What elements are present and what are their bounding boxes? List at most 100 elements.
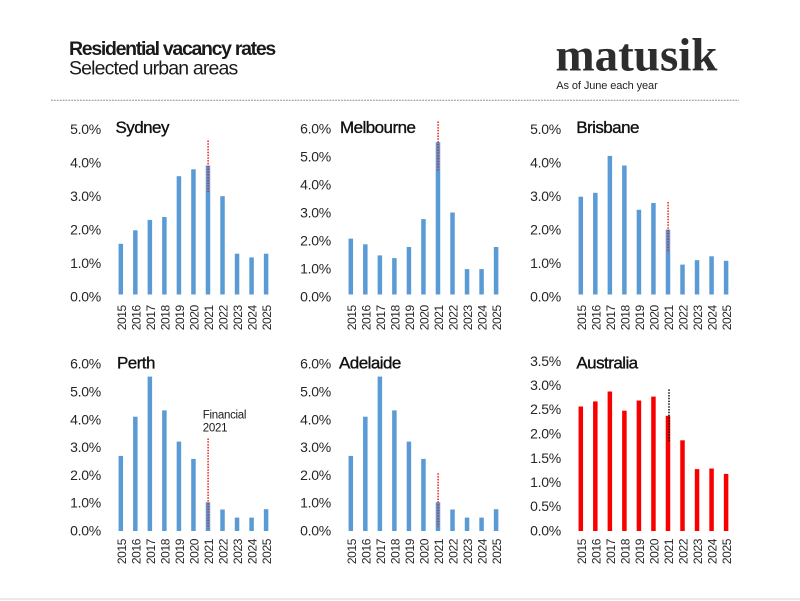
- svg-text:4.0%: 4.0%: [70, 155, 101, 171]
- svg-text:2.0%: 2.0%: [300, 233, 331, 249]
- svg-text:Perth: Perth: [117, 354, 155, 373]
- svg-text:2025: 2025: [260, 538, 274, 564]
- svg-text:2023: 2023: [231, 304, 245, 330]
- svg-text:6.0%: 6.0%: [70, 356, 101, 372]
- svg-text:matusik: matusik: [556, 30, 719, 82]
- svg-text:Melbourne: Melbourne: [340, 118, 415, 137]
- svg-text:0.0%: 0.0%: [300, 289, 331, 305]
- svg-text:2021: 2021: [432, 304, 446, 330]
- svg-text:2016: 2016: [129, 304, 143, 330]
- svg-text:2018: 2018: [388, 304, 402, 330]
- svg-text:1.0%: 1.0%: [530, 255, 561, 271]
- svg-text:As of June each year: As of June each year: [556, 80, 658, 92]
- svg-text:2023: 2023: [691, 538, 705, 564]
- svg-text:2018: 2018: [158, 304, 172, 330]
- svg-text:2019: 2019: [173, 304, 187, 330]
- svg-text:2.0%: 2.0%: [70, 467, 101, 483]
- svg-text:2025: 2025: [720, 304, 734, 330]
- svg-text:2020: 2020: [417, 304, 431, 330]
- svg-text:2.0%: 2.0%: [530, 426, 561, 442]
- svg-text:3.0%: 3.0%: [300, 205, 331, 221]
- svg-text:3.5%: 3.5%: [530, 353, 561, 369]
- svg-text:Brisbane: Brisbane: [576, 118, 639, 137]
- svg-text:2019: 2019: [403, 538, 417, 564]
- svg-text:3.0%: 3.0%: [70, 439, 101, 455]
- svg-text:2.5%: 2.5%: [530, 401, 561, 417]
- svg-text:2015: 2015: [575, 304, 589, 330]
- svg-text:5.0%: 5.0%: [70, 121, 101, 137]
- svg-text:3.0%: 3.0%: [530, 377, 561, 393]
- svg-text:2024: 2024: [706, 538, 720, 564]
- svg-text:2025: 2025: [490, 304, 504, 330]
- svg-text:0.0%: 0.0%: [70, 289, 101, 305]
- svg-text:2015: 2015: [575, 538, 589, 564]
- svg-text:2023: 2023: [461, 538, 475, 564]
- svg-text:5.0%: 5.0%: [70, 384, 101, 400]
- svg-text:2018: 2018: [388, 538, 402, 564]
- svg-text:2018: 2018: [158, 538, 172, 564]
- svg-text:0.0%: 0.0%: [300, 523, 331, 539]
- svg-text:2020: 2020: [187, 304, 201, 330]
- svg-text:2021: 2021: [203, 422, 227, 434]
- svg-text:2021: 2021: [202, 538, 216, 564]
- svg-text:2016: 2016: [589, 538, 603, 564]
- svg-text:2022: 2022: [447, 538, 461, 564]
- svg-text:2022: 2022: [217, 304, 231, 330]
- svg-text:2020: 2020: [187, 538, 201, 564]
- svg-text:4.0%: 4.0%: [300, 177, 331, 193]
- svg-text:2019: 2019: [633, 304, 647, 330]
- svg-text:2.0%: 2.0%: [530, 222, 561, 238]
- svg-text:2021: 2021: [202, 304, 216, 330]
- svg-text:Sydney: Sydney: [116, 118, 170, 137]
- svg-text:1.5%: 1.5%: [530, 450, 561, 466]
- svg-text:2017: 2017: [604, 538, 618, 564]
- svg-text:3.0%: 3.0%: [70, 188, 101, 204]
- svg-text:1.0%: 1.0%: [300, 261, 331, 277]
- svg-text:0.0%: 0.0%: [530, 523, 561, 539]
- svg-text:2016: 2016: [359, 304, 373, 330]
- svg-text:2016: 2016: [129, 538, 143, 564]
- svg-text:2023: 2023: [461, 304, 475, 330]
- svg-text:2021: 2021: [432, 538, 446, 564]
- svg-text:2018: 2018: [618, 538, 632, 564]
- svg-text:2015: 2015: [115, 304, 129, 330]
- svg-text:2017: 2017: [604, 304, 618, 330]
- svg-text:2022: 2022: [677, 304, 691, 330]
- svg-text:3.0%: 3.0%: [300, 439, 331, 455]
- svg-text:2016: 2016: [589, 304, 603, 330]
- svg-text:5.0%: 5.0%: [530, 121, 561, 137]
- svg-text:Adelaide: Adelaide: [339, 354, 401, 373]
- svg-text:2.0%: 2.0%: [70, 222, 101, 238]
- svg-text:5.0%: 5.0%: [300, 384, 331, 400]
- svg-text:2021: 2021: [662, 304, 676, 330]
- svg-text:2021: 2021: [662, 538, 676, 564]
- svg-text:4.0%: 4.0%: [530, 155, 561, 171]
- svg-text:2020: 2020: [417, 538, 431, 564]
- svg-text:0.0%: 0.0%: [530, 289, 561, 305]
- svg-text:2024: 2024: [246, 538, 260, 564]
- svg-text:2025: 2025: [720, 538, 734, 564]
- svg-text:5.0%: 5.0%: [300, 149, 331, 165]
- svg-text:2019: 2019: [403, 304, 417, 330]
- svg-text:4.0%: 4.0%: [70, 411, 101, 427]
- svg-text:2019: 2019: [173, 538, 187, 564]
- svg-text:2.0%: 2.0%: [300, 467, 331, 483]
- svg-text:2022: 2022: [447, 304, 461, 330]
- svg-text:0.0%: 0.0%: [70, 523, 101, 539]
- svg-text:2022: 2022: [217, 538, 231, 564]
- svg-text:2023: 2023: [691, 304, 705, 330]
- svg-text:2017: 2017: [144, 538, 158, 564]
- svg-text:Financial: Financial: [203, 410, 246, 422]
- svg-text:6.0%: 6.0%: [300, 356, 331, 372]
- svg-text:2015: 2015: [345, 538, 359, 564]
- svg-text:2024: 2024: [476, 538, 490, 564]
- svg-text:2025: 2025: [260, 304, 274, 330]
- svg-text:0.5%: 0.5%: [530, 498, 561, 514]
- svg-text:2025: 2025: [490, 538, 504, 564]
- svg-text:1.0%: 1.0%: [70, 255, 101, 271]
- svg-text:Residential vacancy rates: Residential vacancy rates: [69, 38, 276, 60]
- svg-text:2020: 2020: [647, 304, 661, 330]
- svg-text:3.0%: 3.0%: [530, 188, 561, 204]
- svg-text:Selected urban areas: Selected urban areas: [69, 58, 238, 80]
- svg-text:2017: 2017: [374, 304, 388, 330]
